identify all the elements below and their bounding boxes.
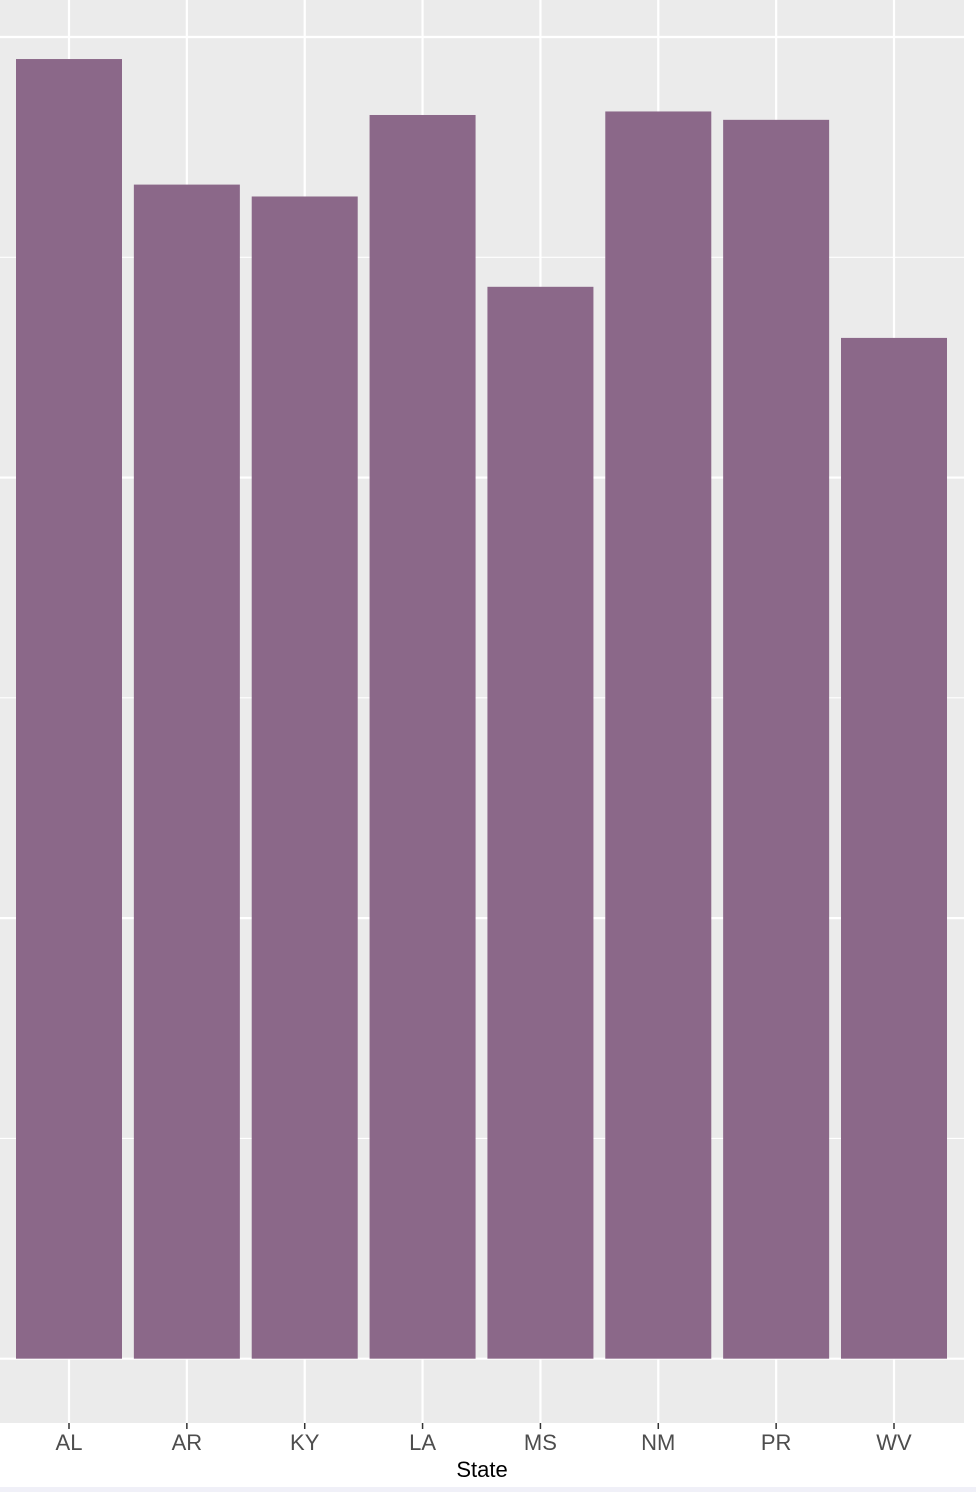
x-tick-label-nm: NM — [641, 1430, 675, 1455]
bars — [16, 59, 947, 1359]
x-tick-label-ms: MS — [524, 1430, 557, 1455]
bar-nm — [605, 111, 712, 1359]
x-tick-label-wv: WV — [876, 1430, 912, 1455]
x-axis-title: State — [456, 1457, 507, 1482]
bottom-strip — [0, 1487, 976, 1492]
x-tick-label-ky: KY — [290, 1430, 320, 1455]
x-tick-label-la: LA — [409, 1430, 436, 1455]
x-axis-ticks: AL AR KY LA MS NM PR WV — [56, 1423, 912, 1455]
bar-pr — [723, 119, 830, 1359]
x-tick-label-al: AL — [56, 1430, 83, 1455]
bar-ms — [487, 286, 594, 1359]
bar-ar — [133, 184, 240, 1359]
bar-ky — [251, 196, 358, 1359]
bar-la — [369, 114, 476, 1359]
x-tick-label-pr: PR — [761, 1430, 792, 1455]
bar-al — [16, 59, 122, 1359]
x-tick-label-ar: AR — [172, 1430, 203, 1455]
bar-wv — [841, 337, 947, 1359]
